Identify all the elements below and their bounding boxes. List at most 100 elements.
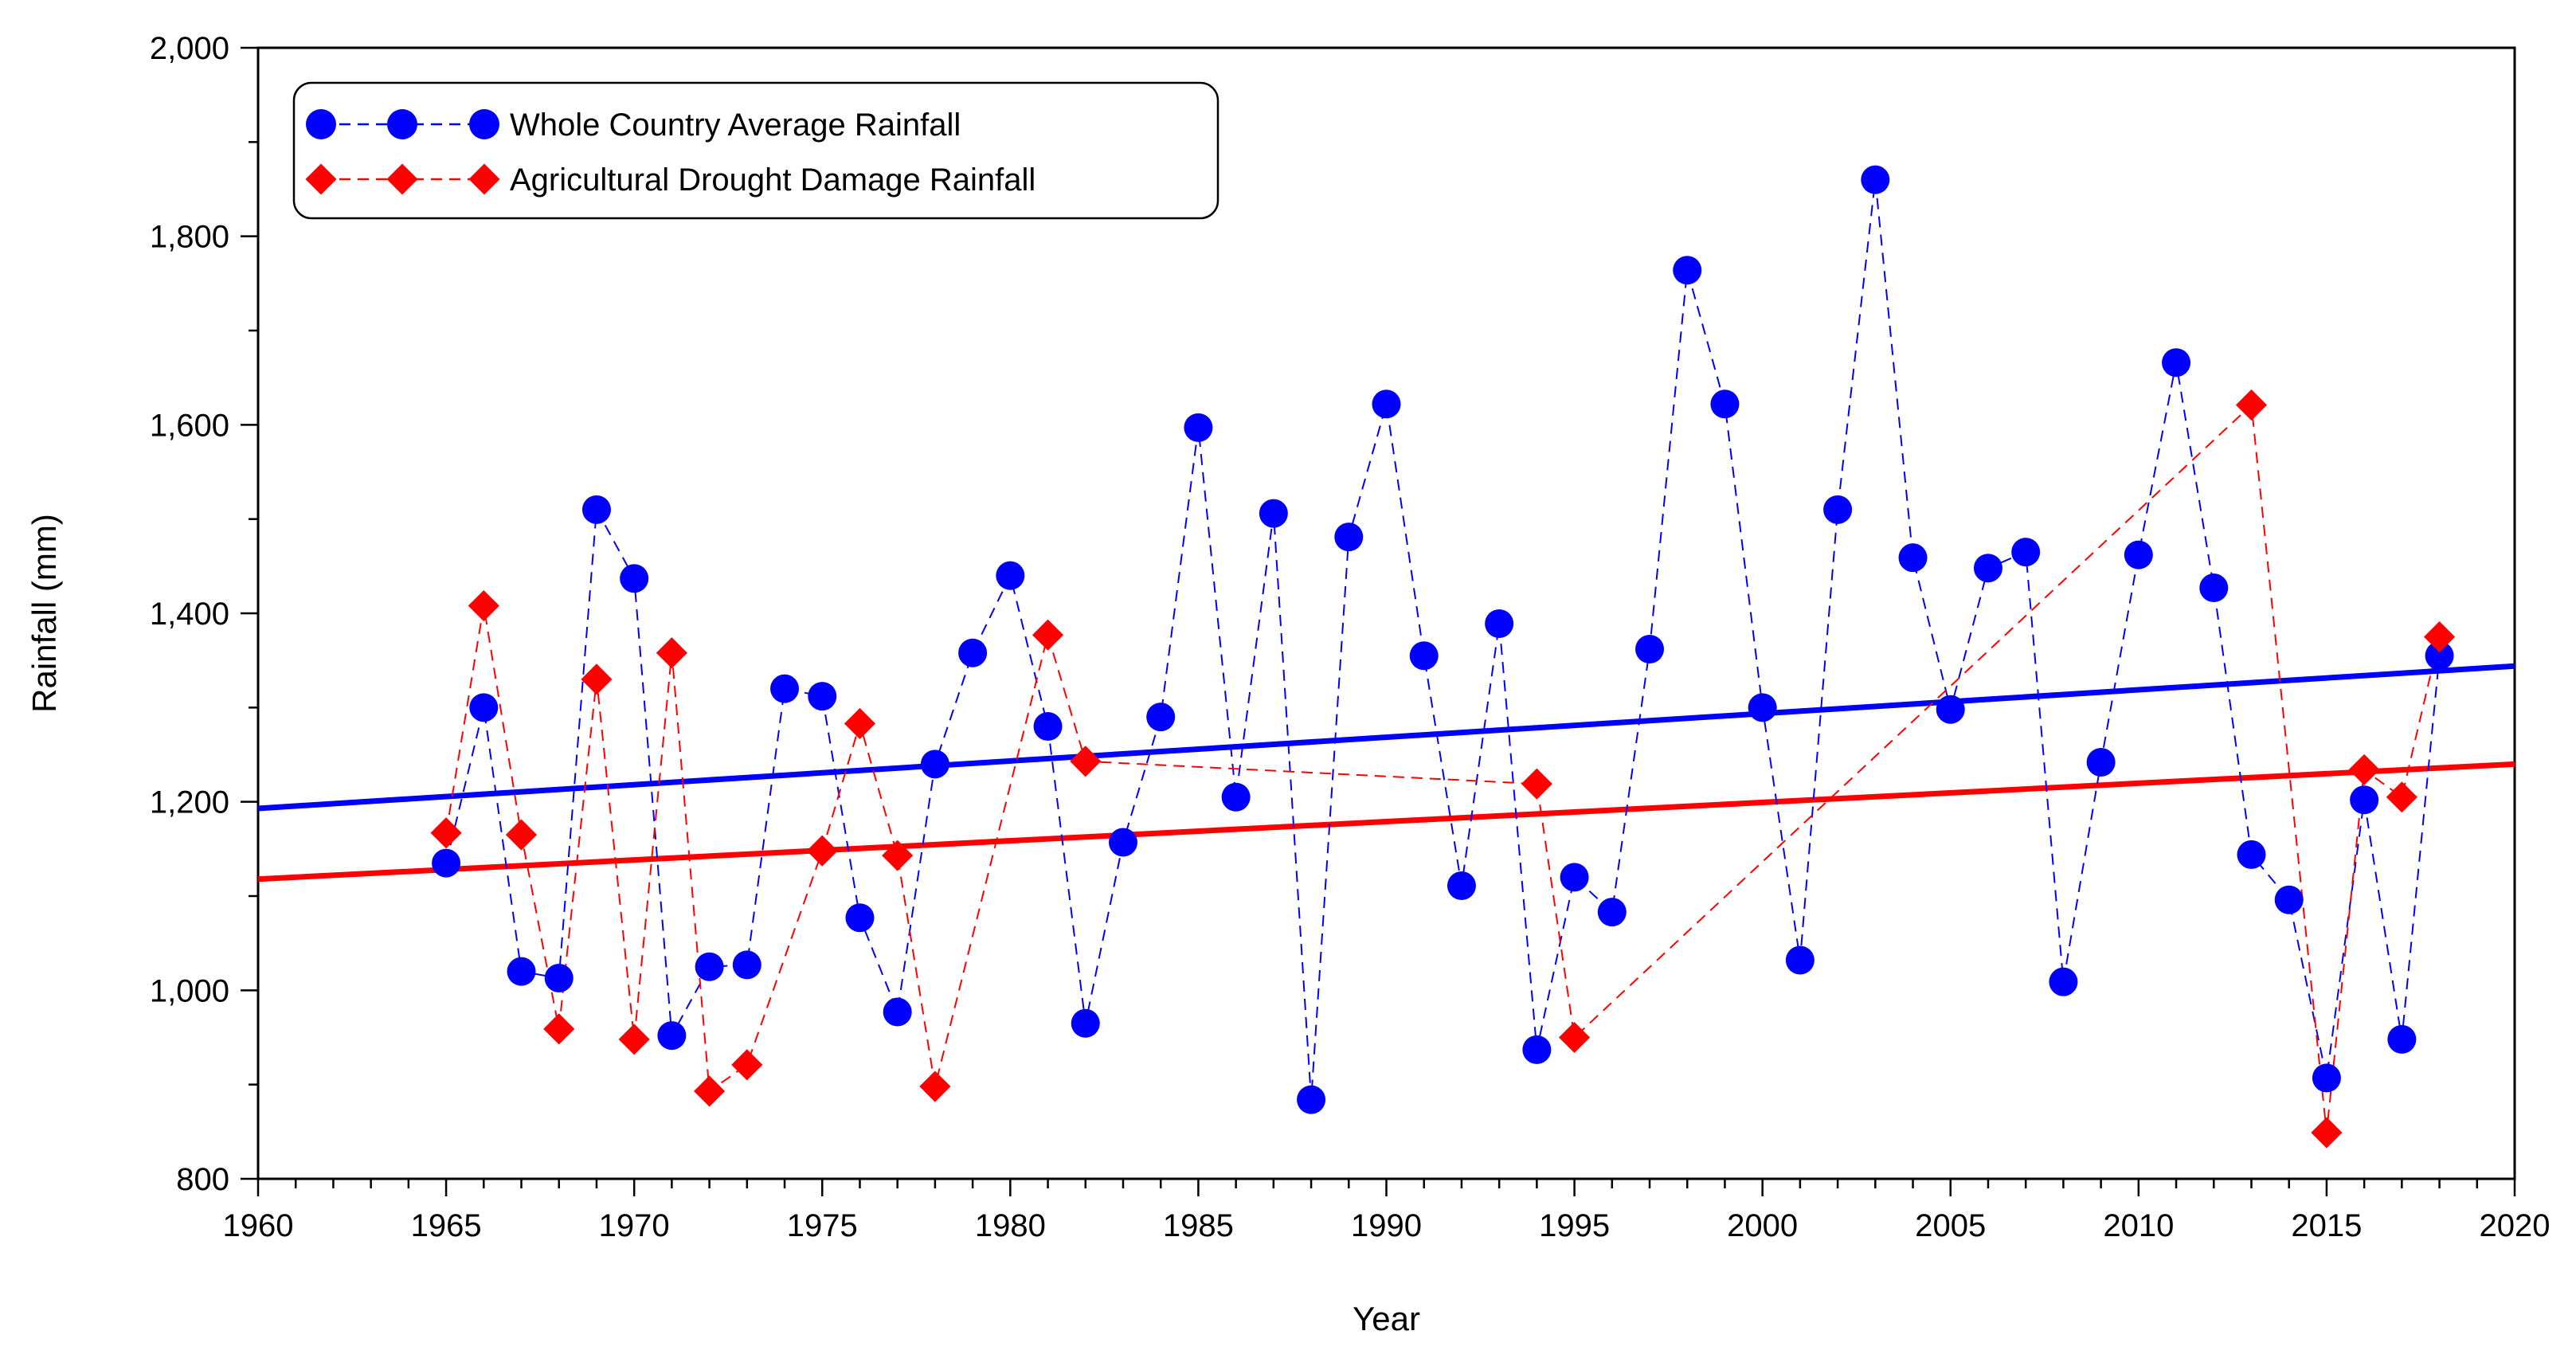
data-point-circle [1898, 543, 1928, 573]
data-point-diamond [505, 819, 538, 851]
data-point-circle [1936, 695, 1965, 724]
data-point-diamond [882, 840, 914, 871]
data-point-circle [581, 495, 611, 524]
data-point-diamond [430, 817, 462, 849]
data-point-diamond [844, 707, 876, 739]
x-tick-label: 1970 [599, 1208, 670, 1243]
data-point-circle [1785, 945, 1815, 975]
x-tick-label: 1960 [223, 1208, 294, 1243]
data-point-diamond [694, 1075, 726, 1107]
data-point-diamond [2348, 753, 2380, 785]
data-point-circle [1861, 165, 1890, 194]
data-point-circle [657, 1021, 687, 1051]
x-tick-label: 1980 [975, 1208, 1046, 1243]
data-point-diamond [1559, 1021, 1591, 1054]
data-point-diamond [581, 663, 613, 695]
data-point-circle [695, 952, 724, 981]
y-tick-label: 1,800 [150, 220, 229, 255]
x-tick-label: 2020 [2480, 1208, 2551, 1243]
series-points-agricultural-drought [430, 389, 2456, 1149]
data-point-diamond [2386, 781, 2417, 813]
x-tick-label: 1965 [411, 1208, 482, 1243]
data-point-circle [920, 750, 949, 779]
x-tick-label: 2015 [2291, 1208, 2362, 1243]
data-point-circle [1033, 712, 1063, 741]
data-point-circle [2199, 573, 2229, 603]
data-point-diamond [543, 1013, 575, 1045]
data-point-diamond [806, 835, 838, 867]
legend-item: Agricultural Drought Damage Rainfall [305, 162, 1035, 198]
data-point-circle [1710, 389, 1740, 419]
data-point-diamond [731, 1049, 763, 1081]
data-point-circle [2350, 785, 2379, 815]
data-point-circle [1597, 898, 1627, 927]
data-point-circle [883, 997, 912, 1027]
data-point-circle [958, 638, 988, 667]
data-point-diamond [1070, 746, 1102, 777]
data-point-circle [1334, 523, 1364, 552]
data-point-circle [2237, 840, 2266, 869]
y-tick-label: 2,000 [150, 31, 229, 66]
data-point-diamond [2311, 1117, 2343, 1149]
x-tick-label: 1995 [1539, 1208, 1610, 1243]
data-point-circle [2312, 1063, 2341, 1093]
data-point-circle [2425, 641, 2454, 671]
legend-marker-diamond [305, 163, 337, 195]
legend-marker-circle [469, 109, 499, 139]
data-point-circle [1372, 389, 1401, 419]
data-point-diamond [656, 637, 687, 669]
data-point-circle [1108, 828, 1137, 857]
data-point-circle [1259, 499, 1288, 528]
data-point-circle [1146, 703, 1176, 732]
data-point-circle [1447, 871, 1476, 900]
legend-item: Whole Country Average Rainfall [306, 108, 961, 143]
data-point-circle [2124, 540, 2153, 569]
legend-marker-circle [306, 109, 336, 139]
data-point-circle [845, 903, 875, 933]
y-tick-label: 1,400 [150, 597, 229, 632]
legend-marker-circle [387, 109, 417, 139]
x-tick-label: 1975 [787, 1208, 858, 1243]
legend-marker-diamond [386, 163, 418, 195]
data-point-circle [808, 682, 837, 711]
data-point-circle [1485, 609, 1514, 639]
data-point-circle [1560, 863, 1589, 892]
data-point-circle [2011, 538, 2041, 567]
legend-label: Agricultural Drought Damage Rainfall [510, 162, 1035, 198]
series-line-agricultural-drought [445, 403, 2441, 1133]
y-tick-label: 1,000 [150, 973, 229, 1008]
data-point-circle [2387, 1024, 2417, 1054]
data-point-circle [1973, 554, 2002, 583]
data-point-circle [2162, 348, 2191, 378]
data-point-diamond [1032, 619, 1064, 651]
data-point-circle [1522, 1035, 1552, 1064]
x-tick-label: 2010 [2103, 1208, 2174, 1243]
data-point-diamond [1521, 768, 1552, 800]
y-tick-label: 1,200 [150, 785, 229, 820]
data-point-circle [732, 950, 761, 980]
legend-marker-diamond [468, 163, 500, 195]
data-point-diamond [2424, 621, 2456, 653]
data-point-circle [2049, 967, 2078, 996]
x-tick-label: 2005 [1915, 1208, 1986, 1243]
data-point-circle [507, 957, 536, 986]
legend: Whole Country Average Rainfall Agricultur… [292, 81, 1219, 220]
trend-line-whole-country [257, 663, 2515, 812]
data-point-circle [2086, 747, 2116, 777]
data-point-circle [1221, 782, 1251, 812]
data-point-circle [469, 693, 499, 722]
x-tick-label: 1990 [1351, 1208, 1422, 1243]
data-point-diamond [2235, 389, 2268, 421]
y-axis-title: Rainfall (mm) [25, 514, 63, 713]
data-point-circle [1297, 1085, 1326, 1114]
data-point-circle [1071, 1008, 1100, 1038]
series-line-whole-country [445, 179, 2441, 1100]
data-point-circle [432, 848, 461, 878]
data-point-circle [544, 963, 574, 992]
data-point-circle [996, 561, 1025, 590]
data-point-circle [1184, 413, 1213, 442]
trend-line-agricultural-drought [257, 761, 2515, 883]
y-tick-label: 1,600 [150, 408, 229, 443]
